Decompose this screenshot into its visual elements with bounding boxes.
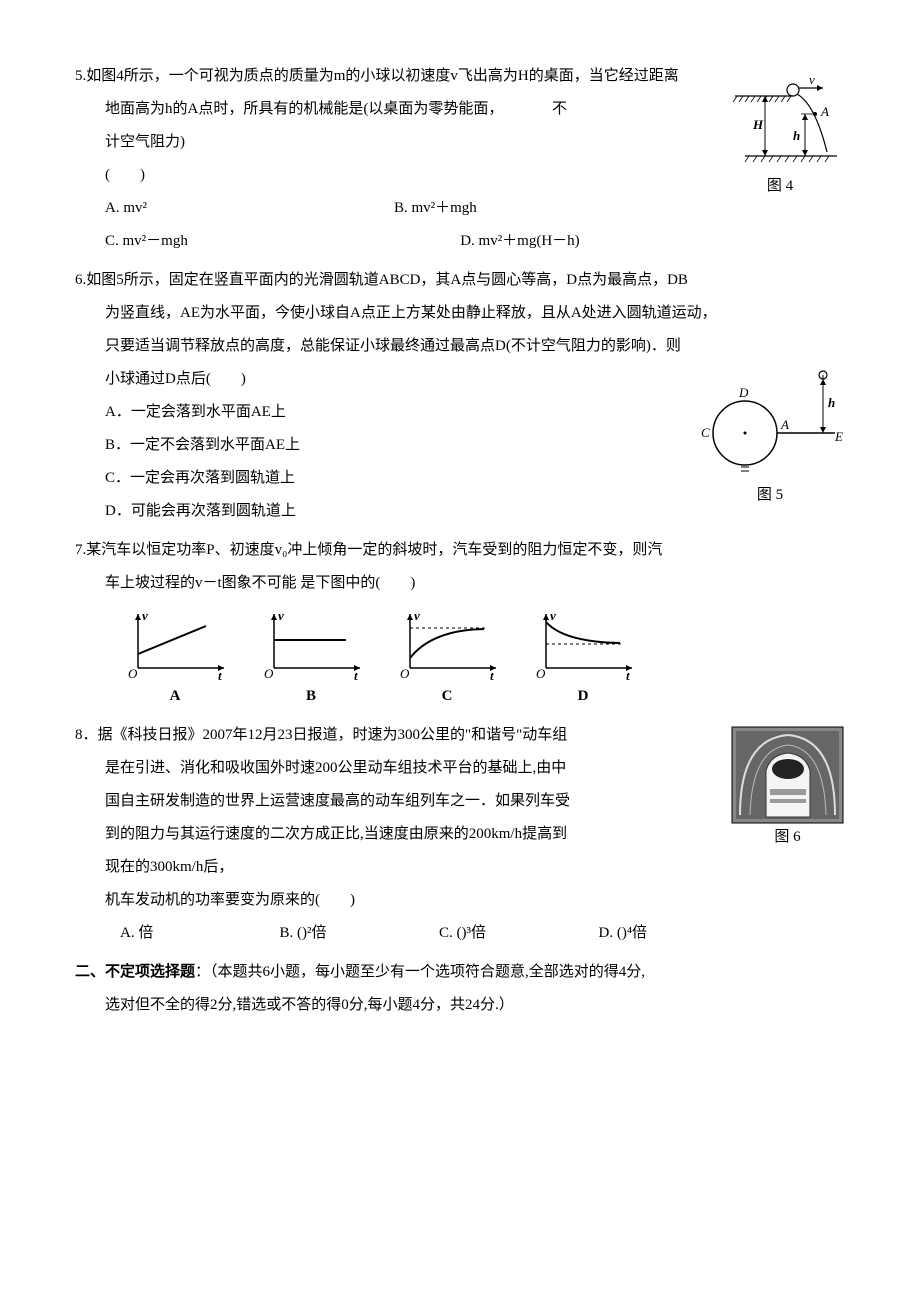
figure-6-caption: 图 6 xyxy=(730,827,845,848)
figure-4-svg: v A H h xyxy=(715,74,845,174)
figure-5-svg: h D A E C xyxy=(695,363,845,483)
section-2-heading: 二、不定项选择题：（本题共6小题，每小题至少有一个选项符合题意,全部选对的得4分… xyxy=(75,956,845,1022)
figure-6: 图 6 xyxy=(730,725,845,848)
q7-graph-b: v t O B xyxy=(256,608,366,713)
q7-graphs: v t O A v t O B xyxy=(75,608,845,713)
q5-option-a: A. mv² xyxy=(105,192,394,225)
q5-option-c: C. mv²－mgh xyxy=(105,225,460,258)
q8-num: 8． xyxy=(75,727,98,743)
question-5: v A H h xyxy=(75,60,845,258)
svg-text:E: E xyxy=(834,429,843,444)
question-8: 图 6 8．据《科技日报》2007年12月23日报道，时速为300公里的"和谐号… xyxy=(75,719,845,950)
figure-5-caption: 图 5 xyxy=(695,485,845,506)
q7-stem-2: 车上坡过程的v－t图象不可能 是下图中的( ) xyxy=(105,575,415,591)
q8-stem-2: 是在引进、消化和吸收国外时速200公里动车组技术平台的基础上,由中 xyxy=(105,760,566,776)
q8-stem-5: 现在的300km/h后， xyxy=(105,859,233,875)
sec2-rest: ：（本题共6小题，每小题至少有一个选项符合题意,全部选对的得4分, xyxy=(195,964,645,980)
q6-stem-3: 只要适当调节释放点的高度，总能保证小球最终通过最高点D(不计空气阻力的影响)．则 xyxy=(105,338,681,354)
q8-option-a: A. 倍 xyxy=(120,917,280,950)
q8-option-b: B. ()²倍 xyxy=(280,917,440,950)
q8-option-c: C. ()³倍 xyxy=(439,917,599,950)
figure-4: v A H h xyxy=(715,74,845,197)
q7-label-d: D xyxy=(528,680,638,713)
svg-text:C: C xyxy=(701,425,710,440)
question-6: 6.如图5所示，固定在竖直平面内的光滑圆轨道ABCD，其A点与圆心等高，D点为最… xyxy=(75,264,845,528)
q6-stem-4: 小球通过D点后( ) xyxy=(105,371,246,387)
q5-option-b: B. mv²＋mgh xyxy=(394,192,683,225)
q6-stem-1: 如图5所示，固定在竖直平面内的光滑圆轨道ABCD，其A点与圆心等高，D点为最高点… xyxy=(86,272,688,288)
q6-stem-2: 为竖直线，AE为水平面，今使小球自A点正上方某处由静止释放，且从A处进入圆轨道运… xyxy=(105,305,717,321)
sec2-title: 不定项选择题 xyxy=(105,964,195,980)
q5-option-d: D. mv²＋mg(H－h) xyxy=(460,225,815,258)
q7-graph-c: v t O C xyxy=(392,608,502,713)
svg-text:v: v xyxy=(414,608,420,623)
svg-text:t: t xyxy=(490,668,494,680)
figure-6-svg xyxy=(730,725,845,825)
svg-text:H: H xyxy=(752,117,764,132)
q5-num: 5. xyxy=(75,68,86,84)
q7-label-a: A xyxy=(120,680,230,713)
q7-graph-a: v t O A xyxy=(120,608,230,713)
q7-graph-d: v t O D xyxy=(528,608,638,713)
q5-paren: ( ) xyxy=(105,167,145,183)
q5-stem-2b: 不 xyxy=(552,93,567,126)
svg-text:h: h xyxy=(828,395,835,410)
q8-stem-3: 国自主研发制造的世界上运营速度最高的动车组列车之一．如果列车受 xyxy=(105,793,570,809)
svg-text:O: O xyxy=(536,666,546,680)
q7-label-b: B xyxy=(256,680,366,713)
figure-4-caption: 图 4 xyxy=(715,176,845,197)
q7-num: 7. xyxy=(75,542,86,558)
q7-stem-1: 某汽车以恒定功率P、初速度v₀冲上倾角一定的斜坡时，汽车受到的阻力恒定不变，则汽 xyxy=(86,542,662,558)
sec2-line2: 选对但不全的得2分,错选或不答的得0分,每小题4分，共24分.） xyxy=(105,997,514,1013)
q8-option-d: D. ()⁴倍 xyxy=(599,917,759,950)
question-7: 7.某汽车以恒定功率P、初速度v₀冲上倾角一定的斜坡时，汽车受到的阻力恒定不变，… xyxy=(75,534,845,713)
svg-text:v: v xyxy=(142,608,148,623)
q8-stem-1: 据《科技日报》2007年12月23日报道，时速为300公里的"和谐号"动车组 xyxy=(98,727,568,743)
svg-text:A: A xyxy=(780,417,789,432)
svg-text:t: t xyxy=(626,668,630,680)
q6-num: 6. xyxy=(75,272,86,288)
svg-text:t: t xyxy=(218,668,222,680)
q8-stem-4: 到的阻力与其运行速度的二次方成正比,当速度由原来的200km/h提高到 xyxy=(105,826,567,842)
q5-stem-2a: 地面高为h的A点时，所具有的机械能是(以桌面为零势能面， xyxy=(105,93,503,126)
svg-text:v: v xyxy=(550,608,556,623)
svg-text:v: v xyxy=(278,608,284,623)
svg-text:h: h xyxy=(793,128,800,143)
q5-stem-1: 如图4所示，一个可视为质点的质量为m的小球以初速度v飞出高为H的桌面，当它经过距… xyxy=(86,68,679,84)
sec2-num: 二、 xyxy=(75,964,105,980)
svg-text:D: D xyxy=(738,385,749,400)
q8-stem-6: 机车发动机的功率要变为原来的( ) xyxy=(105,892,355,908)
figure-5: h D A E C 图 5 xyxy=(695,363,845,506)
svg-text:O: O xyxy=(264,666,274,680)
q7-label-c: C xyxy=(392,680,502,713)
svg-text:O: O xyxy=(400,666,410,680)
svg-text:O: O xyxy=(128,666,138,680)
q5-stem-3: 计空气阻力) xyxy=(105,134,185,150)
svg-text:A: A xyxy=(820,104,829,119)
svg-text:v: v xyxy=(809,74,815,87)
svg-text:t: t xyxy=(354,668,358,680)
